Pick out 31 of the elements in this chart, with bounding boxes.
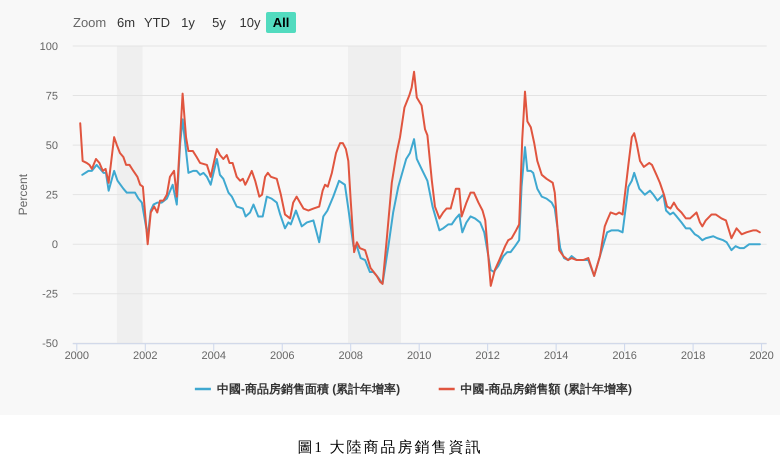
- x-tick-label: 2006: [270, 350, 294, 362]
- x-tick-label: 2000: [64, 350, 90, 362]
- x-tick-label: 2008: [338, 350, 363, 362]
- text: All: [272, 15, 290, 30]
- x-tick-label: 2004: [202, 350, 226, 362]
- y-tick-label: -50: [42, 338, 58, 350]
- text: 6m: [116, 15, 136, 30]
- y-tick-label: -25: [42, 288, 58, 301]
- text: 1y: [181, 15, 196, 30]
- text: 5y: [212, 15, 226, 30]
- y-tick-label: 50: [46, 140, 58, 152]
- x-tick-label: 2012: [475, 350, 500, 362]
- x-tick-label: 2002: [133, 350, 158, 362]
- y-tick-label: 100: [40, 40, 58, 53]
- legend-label: 中國-商品房銷售額 (累計年增率): [460, 382, 632, 396]
- legend-label: 中國-商品房銷售面積 (累計年增率): [216, 382, 400, 396]
- text: YTD: [144, 15, 170, 30]
- x-tick-label: 2010: [406, 350, 432, 362]
- y-tick-label: 75: [46, 90, 58, 102]
- y-tick-label: 0: [52, 239, 58, 252]
- line-series: [81, 118, 761, 285]
- x-tick-label: 2016: [612, 350, 637, 362]
- y-tick-label: 25: [46, 190, 58, 202]
- line-series: [79, 70, 761, 287]
- x-tick-label: 2014: [544, 350, 568, 362]
- x-tick-label: 2020: [749, 350, 774, 362]
- x-tick-label: 2018: [680, 350, 706, 362]
- text: 圖1 大陸商品房銷售資訊: [297, 439, 483, 456]
- text: Zoom: [73, 15, 106, 30]
- y-axis-title: Percent: [16, 173, 30, 216]
- text: 10y: [240, 15, 261, 30]
